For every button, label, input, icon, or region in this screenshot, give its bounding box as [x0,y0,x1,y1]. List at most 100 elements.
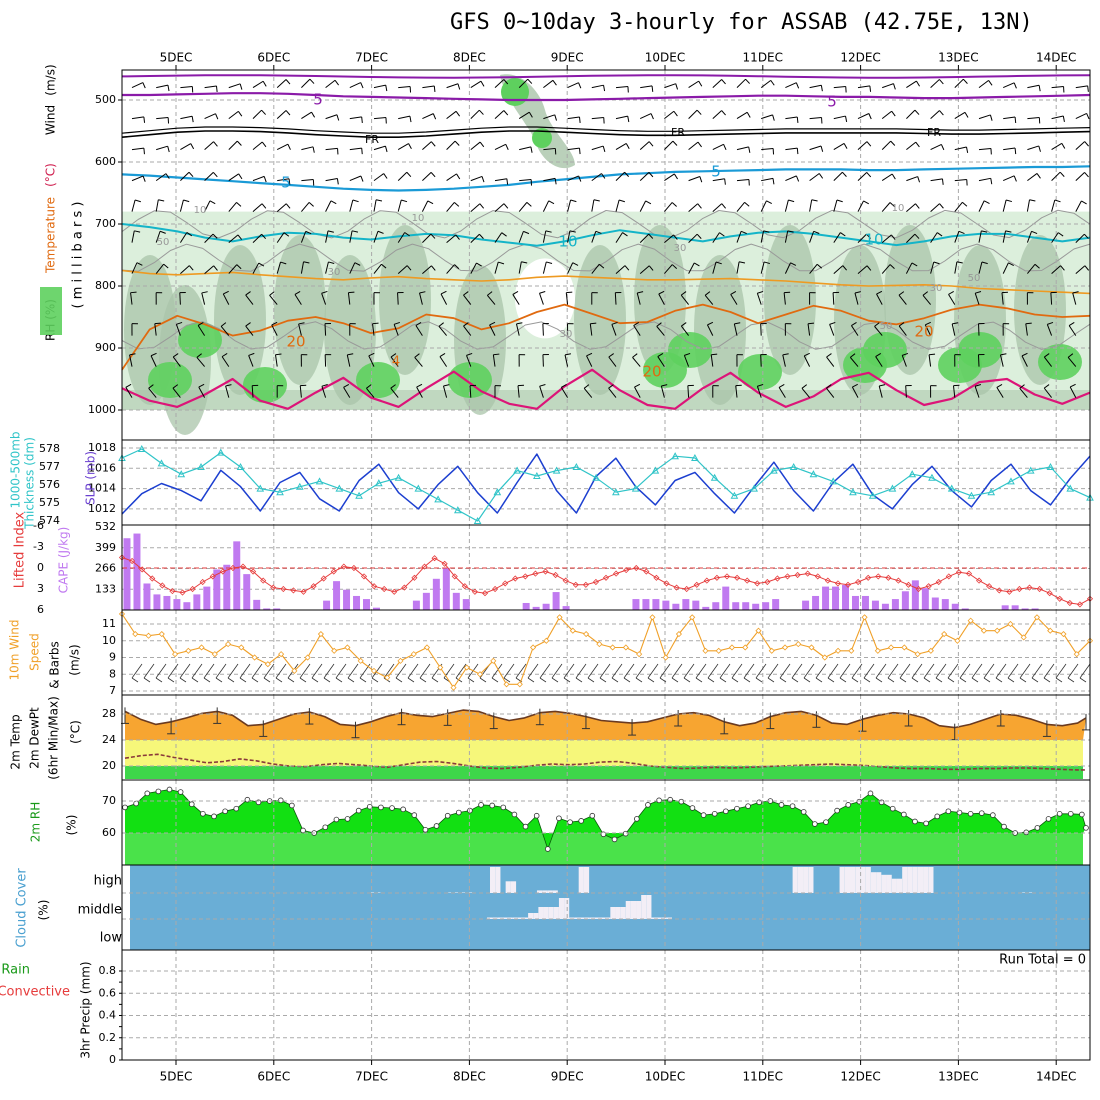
wind-barb-feather [763,230,770,233]
top-day-label: 11DEC [743,51,783,65]
thickness-point [888,484,897,492]
wind-barb [349,82,364,89]
wind-barb [1079,663,1091,683]
wind-barb-feather [223,290,229,295]
wind-barb [455,663,467,683]
wind-barb-staff [1050,292,1053,305]
wind-barb [321,290,328,305]
lifted-index-point [592,578,599,586]
wind-barb-staff [1046,324,1053,336]
cloud-middle-bar [497,917,503,919]
top-day-label: 12DEC [840,51,880,65]
cape-bar [642,599,650,610]
wind-barb [180,115,194,123]
wind-barb [228,83,243,90]
wind-barb-staff [567,230,571,243]
wind-barb-feather [583,384,590,389]
wind-barb-feather [796,148,799,155]
wind-barb-staff [563,663,575,679]
wind-barb-feather [261,109,267,115]
wind-barb-feather [390,384,396,389]
wind-barb-staff [809,263,818,274]
wind-barb-staff [252,80,264,89]
wind-barb-staff [857,200,864,212]
wind-barb-staff [519,146,531,151]
wind-barb [204,233,218,243]
wind-barb [1027,173,1041,182]
temp-axis-label: (6hr Min/Max) [47,696,61,780]
wind-speed-point [344,644,351,651]
wind-barb-staff [898,325,907,336]
wind-barb [660,384,668,398]
wind-barb [567,230,576,243]
cape-bar [432,578,440,610]
thickness-point [137,444,146,452]
wind-barb [349,230,359,243]
wind-barb-staff [657,356,665,367]
wind-barb-staff [373,145,386,151]
wind-barb [301,146,315,153]
wind-barb [832,291,840,305]
wind-barb-staff [611,324,617,336]
thickness-point [295,482,304,490]
wind-barb-feather [719,232,725,237]
li-tick-label: -3 [33,540,44,553]
wind-barb-staff [1051,142,1063,151]
wind-barb [179,663,191,683]
cape-bar [1031,608,1039,610]
pressure-tick-label: 900 [95,341,116,354]
wind-barb [954,179,968,186]
wind-barb-feather [526,201,532,207]
wind-barb-staff [881,173,893,182]
wind-barb-staff [952,385,956,398]
wind-barb-staff [179,663,191,679]
wind-barb [276,261,287,274]
temperature-contour [121,368,1091,410]
wind-barb [1019,663,1031,683]
wind-barb [639,200,652,212]
cloud-high-bar [1027,892,1033,893]
wind-barb-feather [212,172,218,178]
wind-barb [252,203,267,212]
wind-barb-feather [479,677,487,683]
wind-barb-feather [430,172,436,178]
wind-speed-point [370,667,378,674]
wind-barb-feather [964,112,969,118]
wind-barb-staff [623,663,635,679]
wind-barb [204,171,218,181]
wind-barb [422,141,436,150]
cape-bar [692,600,700,610]
lifted-index-point [613,570,620,577]
wind-barb [849,353,859,367]
wind-barb [397,199,408,212]
wind-barb-staff [275,663,287,679]
wind-barb-staff [712,178,725,182]
wind-barb [911,663,923,683]
wind-barb [1067,663,1079,683]
lifted-index-point [1056,595,1063,602]
wind-barb [615,171,630,181]
wind-barb-feather [564,353,572,356]
wind-barb-staff [1075,141,1086,150]
rh2m-point [967,810,974,817]
wind-barb [395,663,407,683]
wind-barb [930,385,937,398]
cape-bar [772,599,780,610]
wind-barb [150,352,157,367]
wind-barb-feather [390,353,397,358]
cape-bar [203,586,211,610]
wind-barb [446,264,460,274]
wind-barb [803,663,815,683]
wind-barb-feather [438,322,444,327]
cloud-high-bar [917,867,924,893]
wind-barb [736,146,751,153]
wind-barb [881,202,895,212]
cape-bar [452,592,460,610]
cloud-high-bar [370,892,376,893]
wind-barb-feather [711,353,718,356]
lifted-index-point [945,573,952,580]
wind-barb-feather [673,173,678,180]
wind-barb-staff [325,147,338,151]
wind-barb [228,140,242,150]
wind-barb-feather [659,677,667,683]
